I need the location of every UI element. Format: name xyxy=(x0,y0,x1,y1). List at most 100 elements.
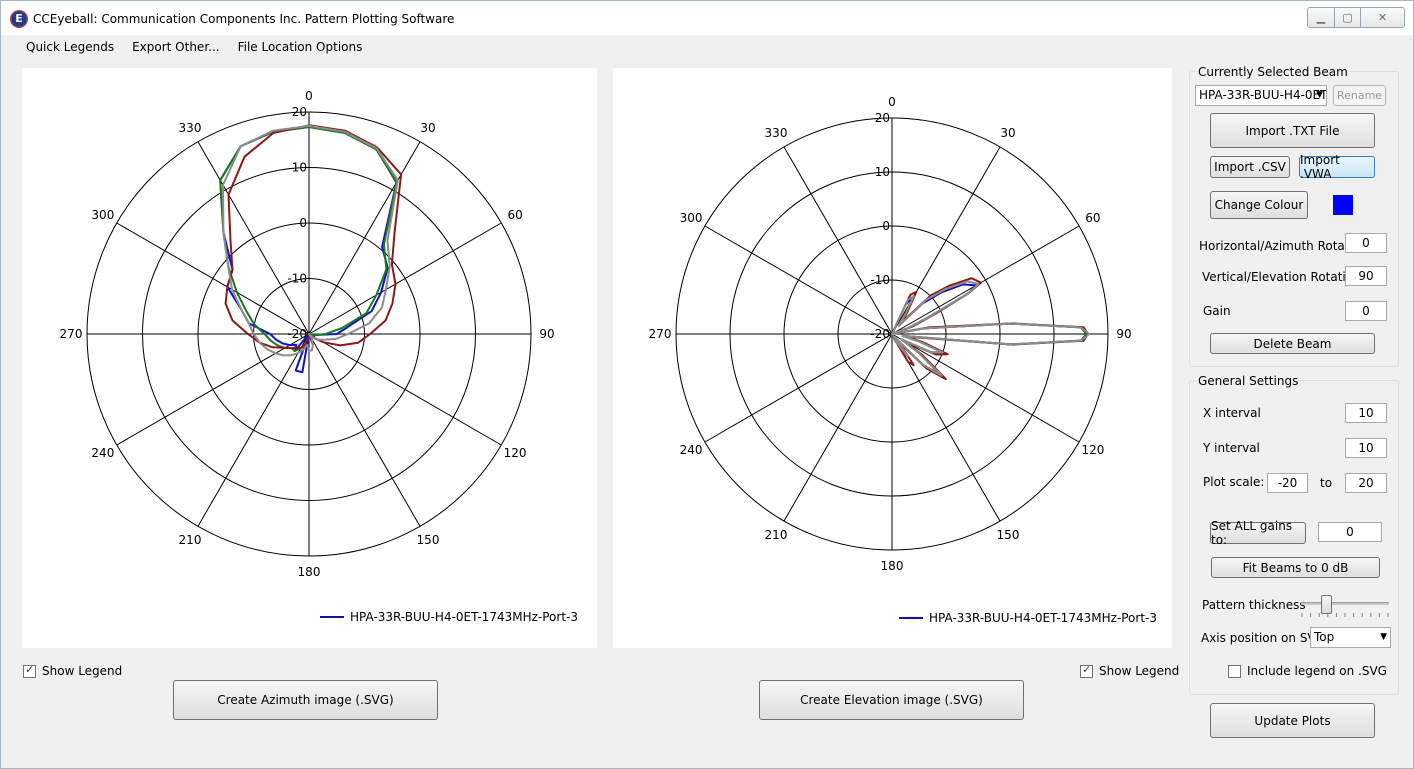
azimuth-plot-panel: 0 30 60 90 120 150 180 210 240 270 300 330 20 10 0 -10 -… xyxy=(22,68,597,648)
vertical-rotation-input[interactable]: 90 xyxy=(1345,266,1387,286)
menu-quick-legends[interactable]: Quick Legends xyxy=(26,40,115,54)
minimize-icon: ▁ xyxy=(1316,11,1326,24)
elevation-show-legend-checkbox[interactable]: Show Legend xyxy=(1080,663,1180,678)
create-elevation-image-button[interactable]: Create Elevation image (.SVG) xyxy=(759,680,1024,720)
pattern-series-line xyxy=(224,124,403,350)
axis-position-value: Top xyxy=(1314,630,1335,644)
menu-bar: Quick Legends Export Other... File Locat… xyxy=(1,36,1413,60)
angle-tick-label: 300 xyxy=(91,208,114,222)
axis-position-select[interactable]: Top ▼ xyxy=(1310,627,1391,648)
slider-ticks xyxy=(1301,613,1389,617)
polar-grid-spoke xyxy=(116,222,310,335)
radial-tick-label: 20 xyxy=(875,111,890,125)
beam-select-value: HPA-33R-BUU-H4-0ET xyxy=(1199,88,1327,102)
checkbox-icon xyxy=(1080,663,1093,678)
radial-tick-label: -10 xyxy=(287,272,307,286)
checkbox-icon xyxy=(23,663,36,678)
plot-scale-max-input[interactable]: 20 xyxy=(1345,473,1387,493)
elevation-show-legend-label: Show Legend xyxy=(1099,664,1180,678)
gain-input[interactable]: 0 xyxy=(1345,301,1387,321)
angle-tick-label: 120 xyxy=(1081,443,1104,457)
title-bar: E CCEyeball: Communication Components In… xyxy=(1,1,1413,35)
polar-grid-spoke xyxy=(116,333,310,446)
angle-tick-label: 300 xyxy=(680,211,703,225)
legend-label: HPA-33R-BUU-H4-0ET-1743MHz-Port-3 xyxy=(929,611,1157,625)
angle-tick-label: 120 xyxy=(504,446,527,460)
angle-tick-label: 150 xyxy=(417,533,440,547)
gain-label: Gain xyxy=(1203,304,1231,318)
polar-grid-spoke xyxy=(308,333,421,527)
create-azimuth-image-button[interactable]: Create Azimuth image (.SVG) xyxy=(173,680,438,720)
y-interval-label: Y interval xyxy=(1203,441,1260,455)
legend-label: HPA-33R-BUU-H4-0ET-1743MHz-Port-3 xyxy=(350,610,578,624)
horizontal-rotation-input[interactable]: 0 xyxy=(1345,233,1387,253)
import-csv-button[interactable]: Import .CSV xyxy=(1210,156,1290,178)
set-all-gains-button[interactable]: Set ALL gains to: xyxy=(1210,519,1306,547)
app-logo-icon: E xyxy=(10,10,28,28)
angle-tick-label: 60 xyxy=(1085,211,1100,225)
angle-tick-label: 210 xyxy=(765,528,788,542)
pattern-thickness-label: Pattern thickness xyxy=(1202,598,1306,612)
chevron-down-icon: ▼ xyxy=(1380,632,1387,642)
polar-grid-spoke xyxy=(197,141,310,335)
radial-tick-label: 0 xyxy=(882,219,890,233)
azimuth-show-legend-checkbox[interactable]: Show Legend xyxy=(23,663,122,678)
update-plots-button[interactable]: Update Plots xyxy=(1210,703,1375,738)
rename-button[interactable]: Rename xyxy=(1333,85,1386,106)
radial-tick-label: -20 xyxy=(287,327,307,341)
angle-tick-label: 150 xyxy=(997,528,1020,542)
angle-tick-label: 0 xyxy=(888,95,896,109)
beam-colour-swatch xyxy=(1333,195,1353,215)
slider-thumb[interactable] xyxy=(1320,595,1332,614)
angle-tick-label: 180 xyxy=(298,565,321,579)
include-legend-checkbox[interactable]: Include legend on .SVG xyxy=(1228,664,1387,678)
axis-position-label: Axis position on SVG: xyxy=(1201,631,1329,645)
plot-scale-to-label: to xyxy=(1320,476,1333,490)
import-vwa-button[interactable]: Import .VWA xyxy=(1299,153,1375,181)
y-interval-input[interactable]: 10 xyxy=(1345,438,1387,458)
beam-select[interactable]: HPA-33R-BUU-H4-0ET ▼ xyxy=(1195,85,1327,106)
polar-grid-spoke xyxy=(891,225,1080,335)
polar-grid-spoke xyxy=(783,146,893,335)
plot-scale-min-input[interactable]: -20 xyxy=(1267,473,1308,493)
include-legend-label: Include legend on .SVG xyxy=(1247,664,1387,678)
angle-tick-label: 330 xyxy=(179,121,202,135)
import-txt-button[interactable]: Import .TXT File xyxy=(1210,113,1375,148)
angle-tick-label: 30 xyxy=(420,121,435,135)
angle-tick-label: 90 xyxy=(539,327,554,341)
radial-tick-label: -20 xyxy=(870,327,890,341)
radial-tick-label: 20 xyxy=(292,105,307,119)
angle-tick-label: 270 xyxy=(60,327,83,341)
maximize-icon: ▢ xyxy=(1342,11,1353,24)
fit-beams-button[interactable]: Fit Beams to 0 dB xyxy=(1211,557,1380,578)
x-interval-label: X interval xyxy=(1203,406,1261,420)
change-colour-button[interactable]: Change Colour xyxy=(1210,191,1308,219)
elevation-polar-chart: 0 30 60 90 120 150 180 210 240 270 300 330 20 10 0 -10 -… xyxy=(649,95,1157,625)
angle-tick-label: 90 xyxy=(1116,327,1131,341)
window-controls: ▁ ▢ ✕ xyxy=(1307,7,1405,28)
vertical-rotation-label: Vertical/Elevation Rotation xyxy=(1202,270,1361,284)
slider-track xyxy=(1301,602,1389,605)
minimize-button[interactable]: ▁ xyxy=(1307,7,1335,28)
menu-file-location-options[interactable]: File Location Options xyxy=(237,40,363,54)
menu-export-other[interactable]: Export Other... xyxy=(132,40,220,54)
checkbox-icon xyxy=(1228,664,1241,678)
polar-grid-spoke xyxy=(891,333,1080,443)
angle-tick-label: 30 xyxy=(1000,126,1015,140)
elevation-plot-panel: 0 30 60 90 120 150 180 210 240 270 300 330 20 10 0 -10 -… xyxy=(613,68,1172,648)
chevron-down-icon: ▼ xyxy=(1316,90,1323,100)
set-all-gains-input[interactable]: 0 xyxy=(1318,522,1382,542)
horizontal-rotation-label: Horizontal/Azimuth Rotation xyxy=(1199,239,1368,253)
pattern-series-line xyxy=(891,280,1091,377)
angle-tick-label: 210 xyxy=(179,533,202,547)
delete-beam-button[interactable]: Delete Beam xyxy=(1210,333,1375,354)
x-interval-input[interactable]: 10 xyxy=(1345,403,1387,423)
close-button[interactable]: ✕ xyxy=(1361,7,1405,28)
maximize-button[interactable]: ▢ xyxy=(1335,7,1361,28)
close-icon: ✕ xyxy=(1377,11,1388,24)
radial-tick-label: 10 xyxy=(875,165,890,179)
plot-scale-label: Plot scale: xyxy=(1203,475,1265,489)
angle-tick-label: 270 xyxy=(649,327,672,341)
polar-grid-spoke xyxy=(308,222,502,335)
